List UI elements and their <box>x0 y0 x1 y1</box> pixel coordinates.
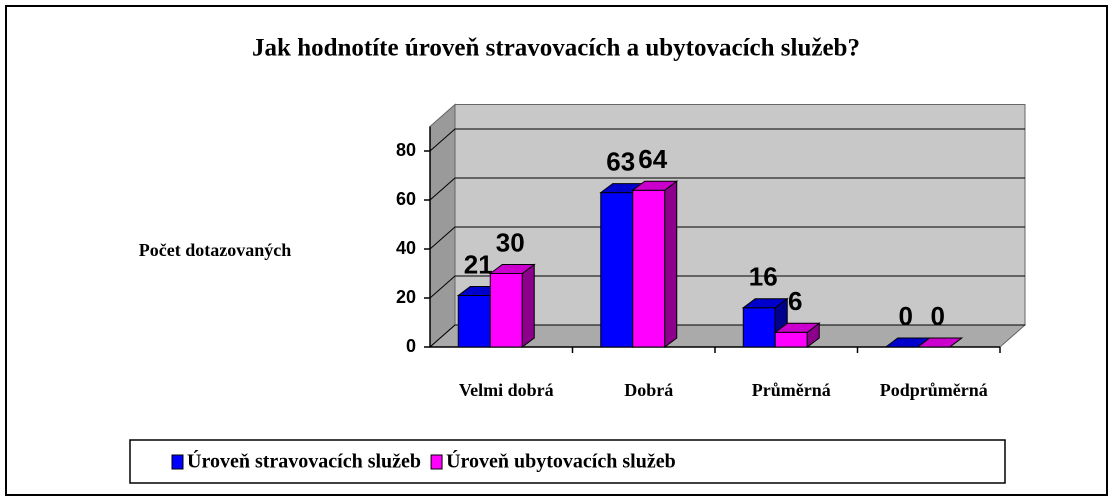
bar-front <box>742 307 776 348</box>
side-wall <box>429 103 456 349</box>
bar-side <box>521 263 535 348</box>
data-label: 64 <box>638 144 667 174</box>
legend <box>129 439 1006 484</box>
bar <box>916 337 964 348</box>
grid-line <box>429 324 1025 348</box>
x-tick-label: Velmi dobrá <box>459 380 554 400</box>
bar-side <box>664 180 678 348</box>
bar <box>631 180 679 348</box>
data-label: 30 <box>496 227 525 257</box>
y-tick-label: 20 <box>396 287 416 307</box>
data-label: 0 <box>931 301 945 331</box>
grid-line <box>429 226 1025 250</box>
x-tick-label: Podprůměrná <box>880 380 988 400</box>
y-tick-label: 40 <box>396 238 416 258</box>
legend-label: Úroveň ubytovacích služeb <box>446 449 676 473</box>
data-label: 6 <box>788 286 802 316</box>
bar-top <box>773 322 821 333</box>
bar <box>488 263 536 348</box>
chart-title: Jak hodnotíte úroveň stravovacích a ubyt… <box>252 35 860 62</box>
bar-top <box>631 180 679 191</box>
data-label: 0 <box>899 301 913 331</box>
y-tick-label: 0 <box>406 336 416 356</box>
legend-swatch <box>430 454 443 470</box>
x-tick-label: Průměrná <box>752 380 831 400</box>
legend-swatch <box>171 454 184 470</box>
bar-front <box>457 295 491 348</box>
back-wall <box>454 104 1026 326</box>
data-label: 16 <box>749 262 778 292</box>
x-tick-label: Dobrá <box>624 380 673 400</box>
bar-top <box>488 264 536 274</box>
grid-line <box>429 275 1025 299</box>
y-tick-label: 80 <box>396 140 416 160</box>
y-axis-label: Počet dotazovaných <box>139 240 291 260</box>
grid-line <box>429 128 1025 152</box>
data-label: 63 <box>606 147 635 177</box>
legend-label: Úroveň stravovacích služeb <box>187 449 421 473</box>
grid-line <box>429 177 1025 201</box>
bar-front <box>774 331 808 348</box>
legend-items: Úroveň stravovacích služeb Úroveň ubytova… <box>171 449 676 473</box>
bar <box>773 322 821 348</box>
y-tick-label: 60 <box>396 189 416 209</box>
bar-front <box>600 192 634 348</box>
data-label: 21 <box>464 249 493 279</box>
bar-top <box>916 337 964 348</box>
bar-front <box>632 189 666 348</box>
bar-front <box>489 273 523 348</box>
bar-top <box>741 298 789 309</box>
